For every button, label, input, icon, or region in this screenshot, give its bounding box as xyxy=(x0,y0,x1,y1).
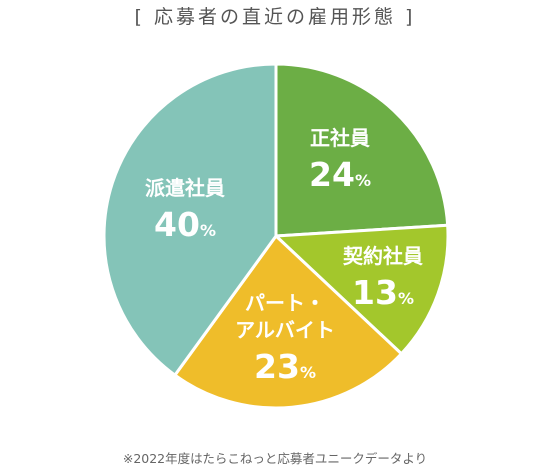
pie-slice-keiyaku-shain xyxy=(274,223,450,356)
percent-unit: % xyxy=(300,363,316,382)
slice-label-value-part-arbeit: 23% xyxy=(254,347,316,386)
slice-label-name-part-arbeit-line2: アルバイト xyxy=(235,318,335,342)
percent-unit: % xyxy=(398,289,414,308)
slice-label-name-part-arbeit-line1: パート・ xyxy=(245,291,325,315)
slice-label-name-seishain: 正社員 xyxy=(310,126,370,150)
chart-title: [ 応募者の直近の雇用形態 ] xyxy=(134,6,416,28)
pie-slice-haken-shain xyxy=(102,62,278,377)
slice-label-value-haken-shain: 40% xyxy=(154,205,216,244)
source-note: ※2022年度はたらこねっと応募者ユニークデータより xyxy=(122,451,428,466)
pie-slices xyxy=(102,62,450,410)
percent-unit: % xyxy=(355,171,371,190)
slice-label-name-keiyaku-shain: 契約社員 xyxy=(342,244,423,268)
slice-label-value-keiyaku-shain: 13% xyxy=(352,273,414,312)
pie-slice-seishain xyxy=(274,62,450,238)
slice-label-value-seishain: 24% xyxy=(309,155,371,194)
pie-chart: 正社員 24% 契約社員 13% パート・アルバイト 23% 派遣社員 40% xyxy=(102,62,450,410)
percent-unit: % xyxy=(200,221,216,240)
pie-labels: 正社員 24% 契約社員 13% パート・アルバイト 23% 派遣社員 40% xyxy=(145,126,423,386)
slice-label-name-haken-shain: 派遣社員 xyxy=(145,176,225,200)
pie-slice-part-arbeit xyxy=(173,234,403,410)
